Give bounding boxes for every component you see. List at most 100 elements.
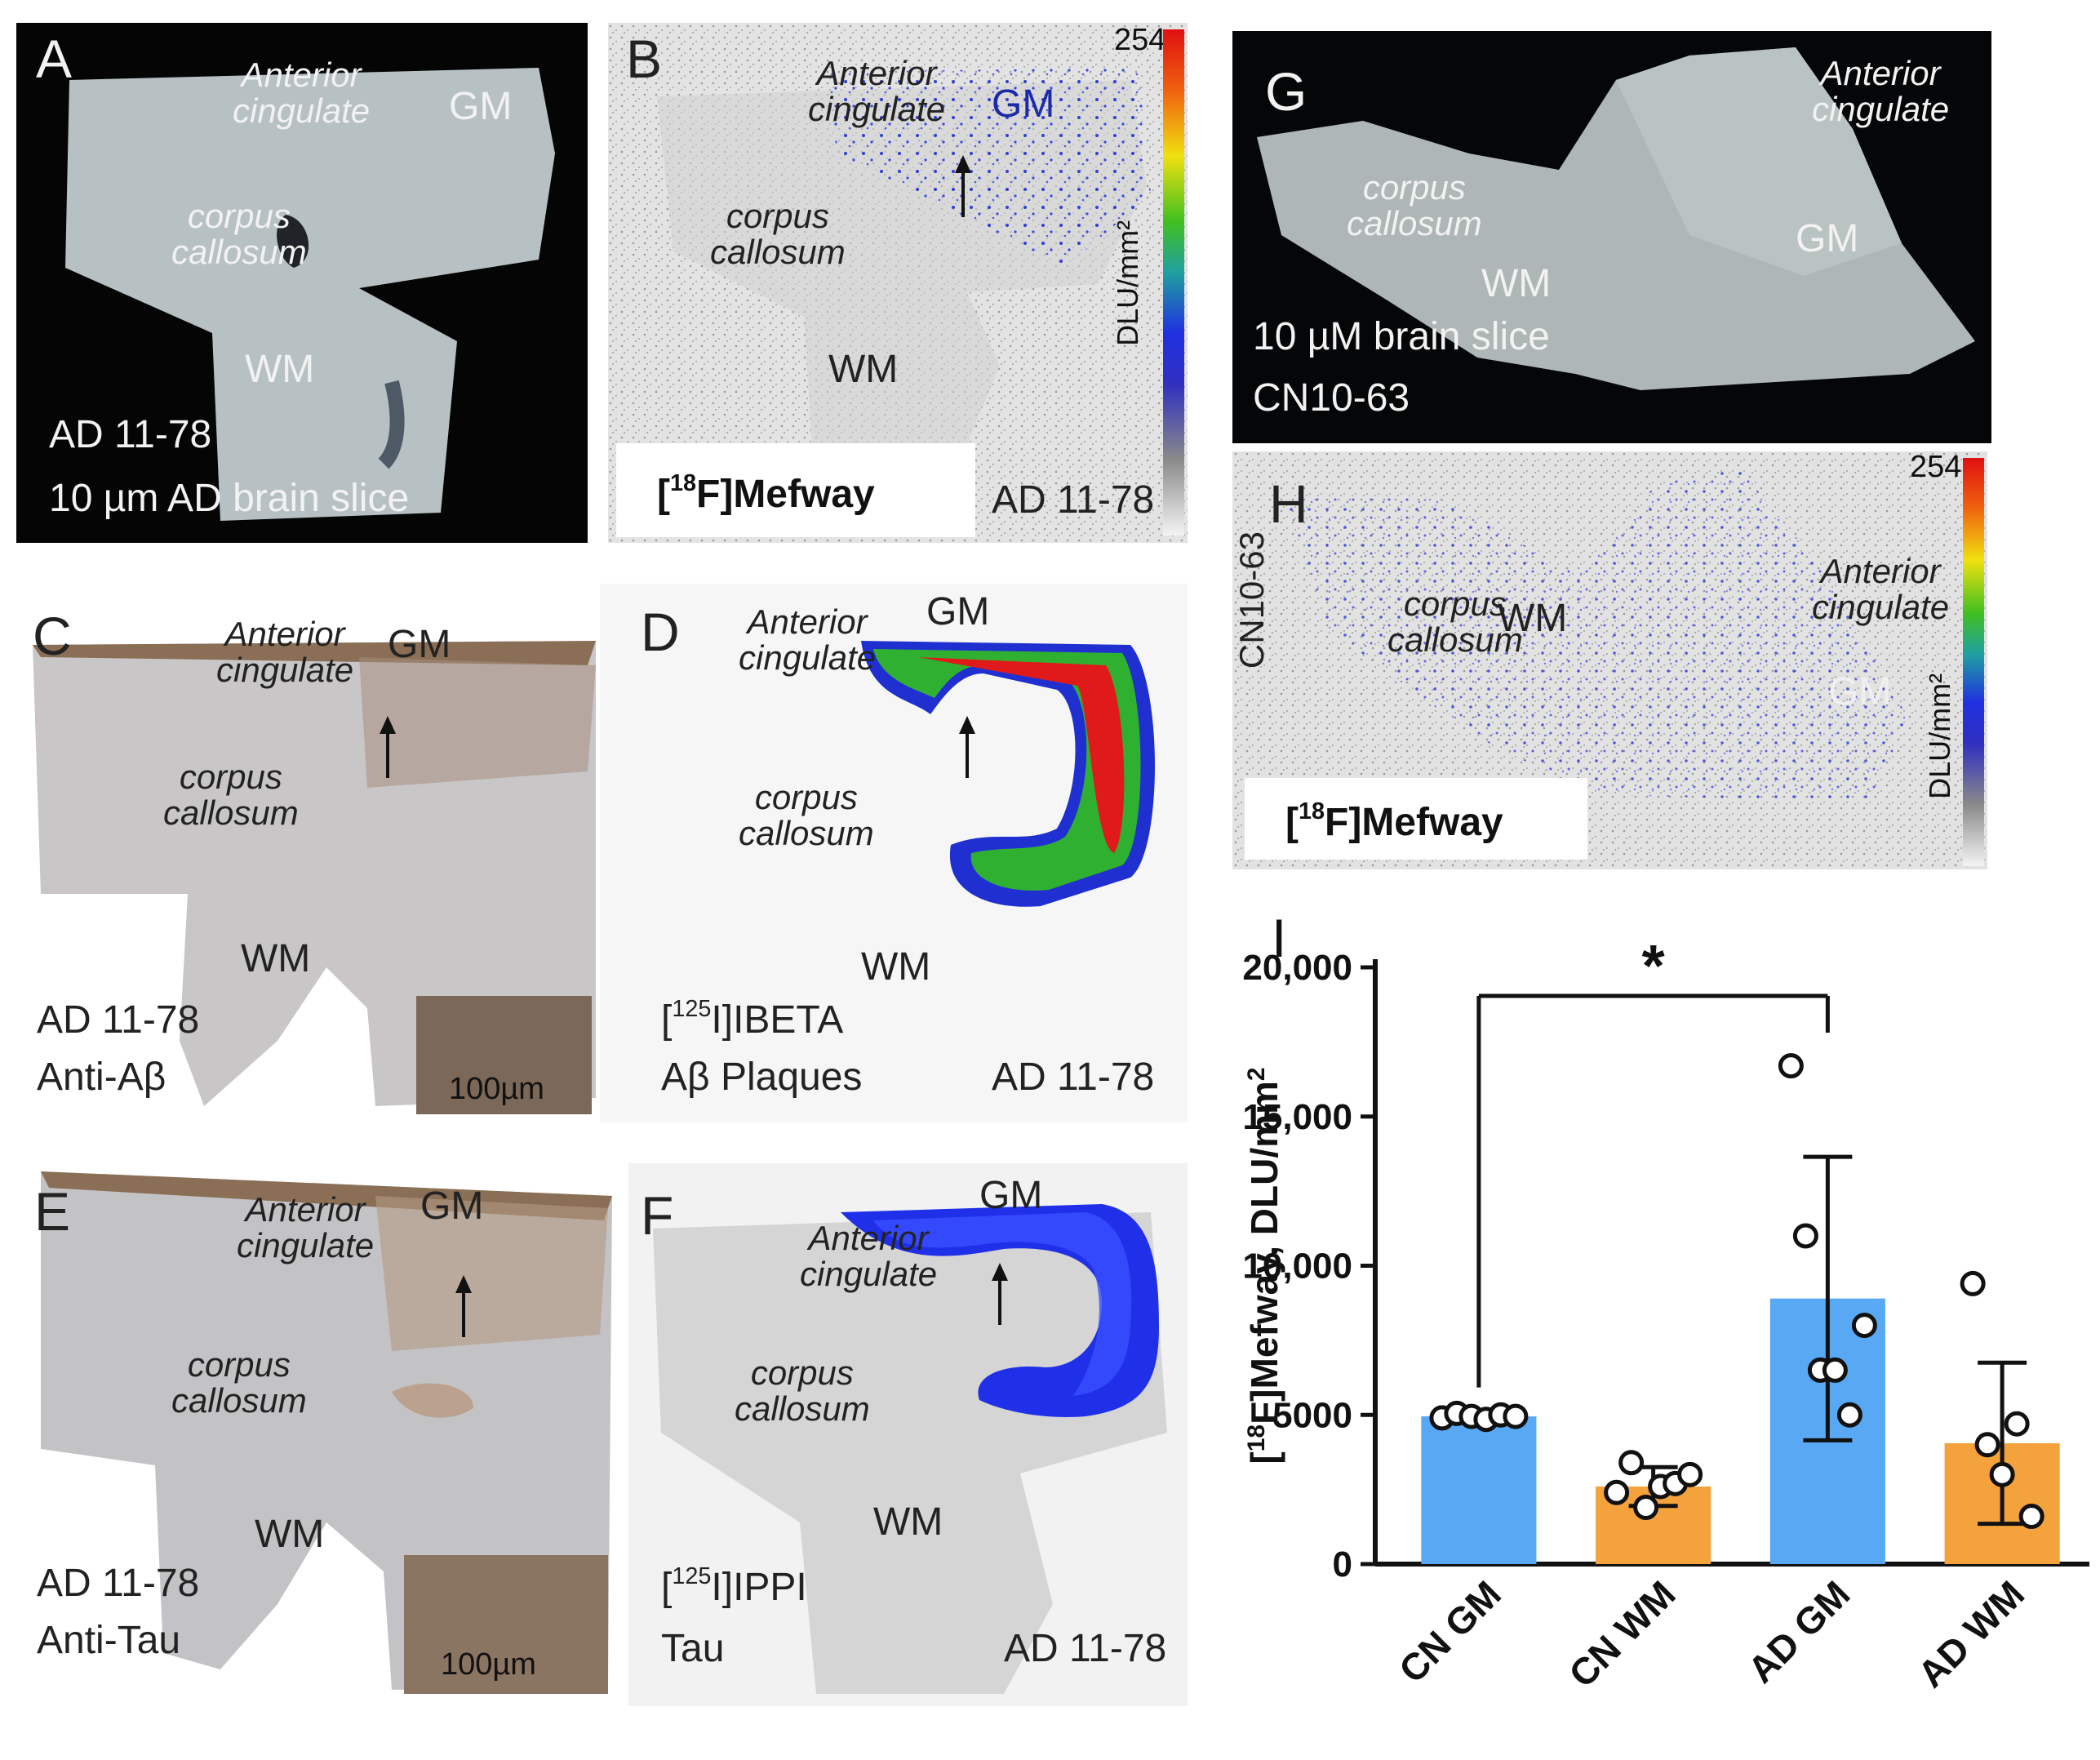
- scale-max-b: 254: [1114, 23, 1166, 57]
- label-gm-c: GM: [388, 623, 451, 666]
- x-tick-label: CN WM: [1561, 1572, 1684, 1696]
- color-scale-bar-h: [1963, 458, 1984, 866]
- tracer-label-d: [125I]IBETA: [661, 995, 844, 1042]
- label-corpus-callosum-d: corpus callosum: [739, 778, 874, 853]
- label-gm-a: GM: [449, 85, 513, 128]
- panel-letter-e: E: [34, 1181, 71, 1242]
- arrow-icon: [959, 716, 975, 778]
- scale-unit-b: DLU/mm²: [1111, 220, 1145, 346]
- label-wm-h: WM: [1498, 597, 1568, 640]
- label-wm-a: WM: [245, 348, 315, 391]
- label-anterior-cingulate-e: Anterior cingulate: [237, 1190, 375, 1265]
- label-corpus-callosum-b: corpus callosum: [710, 197, 846, 272]
- data-point: [1604, 1479, 1630, 1505]
- panel-letter-a: A: [36, 29, 73, 89]
- footer-case-g: CN10-63: [1253, 376, 1410, 420]
- data-point: [1778, 1053, 1804, 1079]
- label-anterior-cingulate-b: Anterior cingulate: [808, 54, 946, 129]
- tracer-name-d: I]IBETA: [711, 998, 844, 1042]
- autoradiograph-d: [861, 641, 1155, 907]
- y-tick-label: 10,000: [1242, 1247, 1352, 1287]
- data-point: [1836, 1402, 1862, 1428]
- x-tick-label: AD WM: [1910, 1572, 2033, 1696]
- panel-letter-h: H: [1269, 473, 1308, 534]
- autoradiograph-h: [1232, 451, 1987, 869]
- case-label-f: AD 11-78: [1004, 1627, 1167, 1670]
- label-wm-e: WM: [255, 1513, 325, 1556]
- panel-b: B Anterior cingulate GM corpus callosum …: [608, 23, 1188, 543]
- footer-slice-g: 10 µM brain slice: [1253, 315, 1550, 358]
- data-point: [1960, 1270, 1986, 1296]
- y-tick-label: 5000: [1272, 1395, 1352, 1435]
- data-point: [1989, 1461, 2015, 1487]
- data-point: [1503, 1403, 1529, 1429]
- label-anterior-cingulate-a: Anterior cingulate: [233, 56, 371, 131]
- footer-stain-c: Anti-Aβ: [37, 1056, 166, 1099]
- label-corpus-callosum-f: corpus callosum: [735, 1353, 870, 1429]
- arrow-icon: [992, 1263, 1008, 1325]
- label-wm-f: WM: [873, 1500, 943, 1544]
- anti-abeta-stain-c: [33, 641, 596, 1114]
- label-wm-b: WM: [828, 348, 899, 391]
- panel-letter-g: G: [1265, 61, 1308, 122]
- x-tick-label: CN GM: [1391, 1572, 1509, 1691]
- panel-e: E Anterior cingulate GM corpus callosum …: [16, 1147, 616, 1702]
- arrow-icon: [380, 716, 396, 778]
- data-point: [1851, 1313, 1877, 1339]
- label-corpus-callosum-g: corpus callosum: [1347, 168, 1482, 243]
- color-scale-bar-b: [1163, 29, 1184, 536]
- target-label-d: Aβ Plaques: [661, 1056, 863, 1099]
- panel-letter-i: I: [1272, 908, 1287, 968]
- inset-scale-e: 100µm: [441, 1647, 536, 1682]
- panel-letter-d: D: [641, 602, 680, 662]
- panel-f: F Anterior cingulate GM corpus callosum …: [628, 1163, 1188, 1706]
- scale-unit-h: DLU/mm²: [1923, 673, 1957, 799]
- case-label-d: AD 11-78: [992, 1056, 1155, 1099]
- tracer-name-b: F]Mefway: [696, 473, 875, 516]
- label-gm-e: GM: [420, 1184, 484, 1228]
- panel-c: C Anterior cingulate GM corpus callosum …: [16, 584, 596, 1122]
- panel-letter-c: C: [33, 606, 72, 666]
- scale-max-h: 254: [1910, 451, 1962, 484]
- tracer-isotope-f: 125: [672, 1562, 712, 1589]
- label-wm-g: WM: [1481, 262, 1552, 305]
- data-point: [1792, 1223, 1818, 1249]
- case-label-h: CN10-63: [1232, 531, 1271, 669]
- footer-slice-a: 10 µm AD brain slice: [49, 477, 410, 520]
- y-axis-title: [18F]Mefway, DLU/mm2: [1243, 1067, 1285, 1464]
- label-anterior-cingulate-g: Anterior cingulate: [1812, 54, 1950, 129]
- label-corpus-callosum-e: corpus callosum: [171, 1345, 307, 1420]
- data-point: [2018, 1504, 2045, 1530]
- panel-h: H CN10-63 corpus callosum WM Anterior ci…: [1232, 451, 1987, 869]
- label-corpus-callosum-h: corpus callosum: [1387, 584, 1523, 660]
- brain-slice-photo-g: [1257, 47, 1975, 390]
- label-gm-d: GM: [926, 590, 990, 633]
- tracer-isotope-b: 18: [669, 469, 697, 496]
- tracer-name-f: I]IPPI: [711, 1566, 807, 1609]
- inset-scale-c: 100µm: [449, 1072, 544, 1106]
- tracer-isotope-d: 125: [672, 995, 712, 1022]
- tracer-label-box-b: [18F]Mefway: [616, 443, 975, 537]
- panel-a: A Anterior cingulate GM corpus callosum …: [16, 23, 588, 543]
- footer-case-a: AD 11-78: [49, 413, 212, 456]
- label-gm-g: GM: [1796, 217, 1859, 260]
- arrow-icon: [455, 1275, 472, 1337]
- panel-letter-b: B: [626, 29, 663, 89]
- label-wm-c: WM: [241, 937, 311, 980]
- label-anterior-cingulate-c: Anterior cingulate: [216, 615, 354, 690]
- panel-letter-f: F: [641, 1185, 674, 1246]
- footer-stain-e: Anti-Tau: [37, 1619, 181, 1662]
- significance-star: *: [1642, 934, 1665, 999]
- data-point: [1974, 1432, 2000, 1458]
- data-point: [1633, 1495, 1659, 1521]
- y-tick-label: 15,000: [1242, 1097, 1352, 1137]
- tracer-label-f: [125I]IPPI: [661, 1562, 807, 1609]
- y-tick-label: 20,000: [1242, 948, 1352, 988]
- tracer-name-h: F]Mefway: [1325, 801, 1503, 844]
- bar-chart-svg: 0 5000 10,000 15,000 20,000 [18F]Mefway, DLU/…: [1242, 934, 2089, 1696]
- label-corpus-callosum-a: corpus callosum: [171, 197, 307, 272]
- footer-case-e: AD 11-78: [37, 1562, 200, 1605]
- label-gm-b: GM: [992, 82, 1055, 126]
- data-point: [1618, 1450, 1645, 1476]
- tracer-isotope-h: 18: [1298, 798, 1325, 824]
